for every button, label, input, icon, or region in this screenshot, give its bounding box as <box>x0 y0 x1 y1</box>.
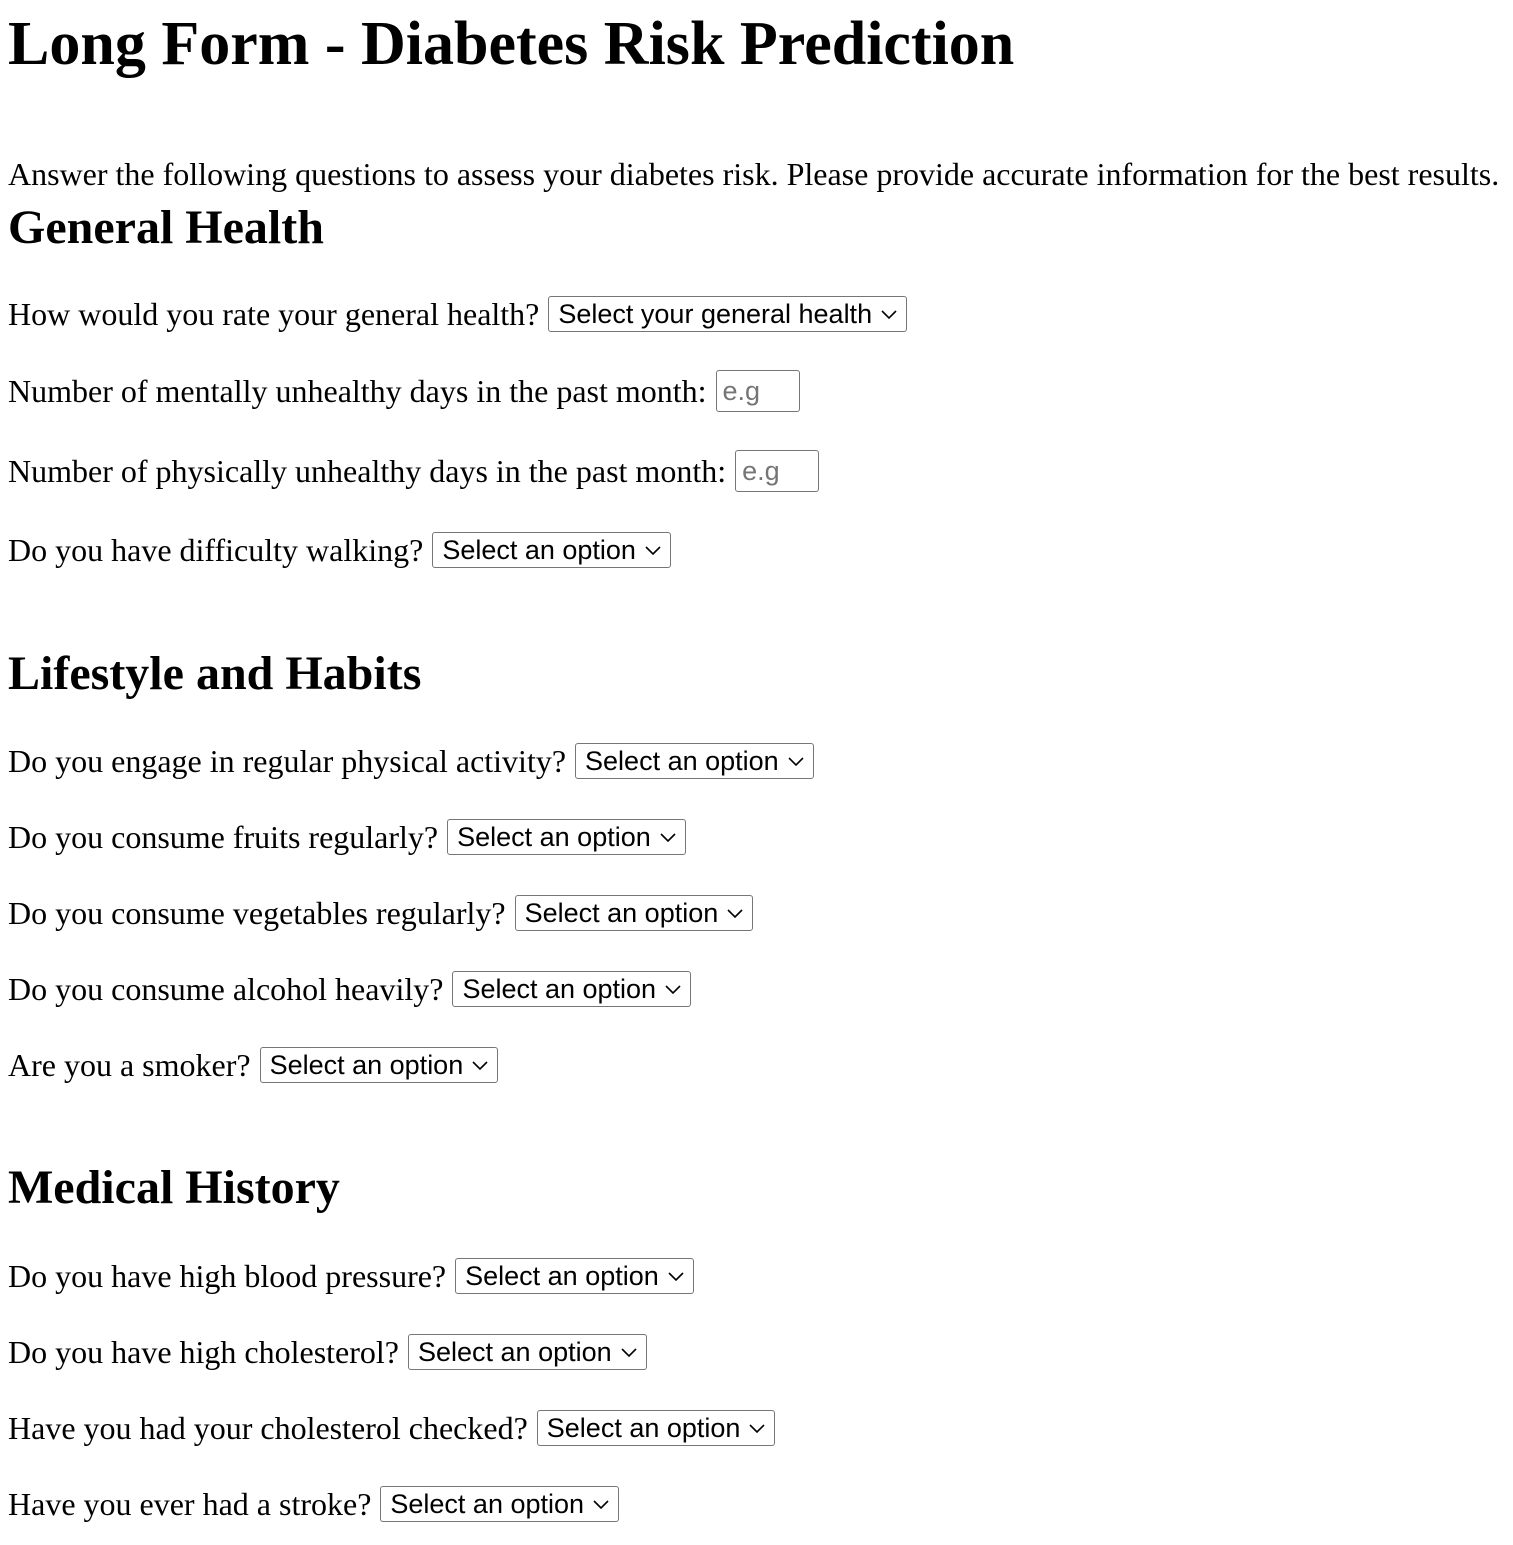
select-value: Select an option <box>585 745 779 776</box>
cholesterol-checked-select[interactable]: Select an option <box>536 1410 776 1446</box>
question-smoker: Are you a smoker? Select an option <box>8 1044 499 1086</box>
select-value: Select an option <box>546 1412 741 1443</box>
physical-activity-select[interactable]: Select an option <box>575 743 814 779</box>
question-high-cholesterol: Do you have high cholesterol? Select an … <box>8 1331 647 1373</box>
select-value: Select an option <box>390 1488 585 1519</box>
section-heading-medical-history: Medical History <box>8 1161 340 1214</box>
fruits-select[interactable]: Select an option <box>447 819 686 855</box>
high-cholesterol-select[interactable]: Select an option <box>408 1334 647 1370</box>
difficulty-walking-select[interactable]: Select an option <box>432 532 671 568</box>
chevron-down-icon <box>664 983 682 995</box>
question-vegetables: Do you consume vegetables regularly? Sel… <box>8 892 754 934</box>
section-heading-general-health: General Health <box>8 201 324 254</box>
select-value: Select an option <box>457 821 651 852</box>
intro-text: Answer the following questions to assess… <box>8 156 1500 192</box>
chevron-down-icon <box>748 1422 766 1434</box>
chevron-down-icon <box>644 544 662 556</box>
question-label: Do you have difficulty walking? <box>8 532 424 568</box>
chevron-down-icon <box>667 1270 685 1282</box>
stroke-select[interactable]: Select an option <box>380 1486 620 1522</box>
physically-unhealthy-days-input[interactable] <box>735 450 820 492</box>
question-label: Are you a smoker? <box>8 1047 251 1083</box>
chevron-down-icon <box>726 907 744 919</box>
page-title: Long Form - Diabetes Risk Prediction <box>8 10 1015 78</box>
question-label: Do you consume vegetables regularly? <box>8 895 506 931</box>
question-label: Do you consume fruits regularly? <box>8 819 439 855</box>
select-value: Select your general health <box>558 298 873 329</box>
question-blood-pressure: Do you have high blood pressure? Select … <box>8 1255 694 1297</box>
question-label: Do you consume alcohol heavily? <box>8 971 444 1007</box>
question-stroke: Have you ever had a stroke? Select an op… <box>8 1483 620 1525</box>
select-value: Select an option <box>465 1260 659 1291</box>
select-value: Select an option <box>418 1336 612 1367</box>
question-physical-activity: Do you engage in regular physical activi… <box>8 740 814 782</box>
question-fruits: Do you consume fruits regularly? Select … <box>8 816 686 858</box>
question-alcohol: Do you consume alcohol heavily? Select a… <box>8 968 692 1010</box>
vegetables-select[interactable]: Select an option <box>514 895 754 931</box>
chevron-down-icon <box>620 1346 638 1358</box>
section-heading-lifestyle: Lifestyle and Habits <box>8 647 422 700</box>
question-label: Do you engage in regular physical activi… <box>8 743 567 779</box>
question-label: Number of physically unhealthy days in t… <box>8 453 727 489</box>
question-cholesterol-checked: Have you had your cholesterol checked? S… <box>8 1407 776 1449</box>
question-difficulty-walking: Do you have difficulty walking? Select a… <box>8 529 671 571</box>
select-value: Select an option <box>269 1049 464 1080</box>
select-value: Select an option <box>462 973 657 1004</box>
select-value: Select an option <box>524 897 719 928</box>
question-label: Do you have high cholesterol? <box>8 1334 399 1370</box>
blood-pressure-select[interactable]: Select an option <box>455 1258 694 1294</box>
question-label: Number of mentally unhealthy days in the… <box>8 373 707 409</box>
select-value: Select an option <box>442 534 636 565</box>
mentally-unhealthy-days-input[interactable] <box>715 370 800 412</box>
question-label: Have you had your cholesterol checked? <box>8 1410 528 1446</box>
chevron-down-icon <box>471 1059 489 1071</box>
question-general-health: How would you rate your general health? … <box>8 293 908 335</box>
question-physically-unhealthy-days: Number of physically unhealthy days in t… <box>8 450 820 492</box>
chevron-down-icon <box>880 308 898 320</box>
question-label: Do you have high blood pressure? <box>8 1258 447 1294</box>
alcohol-select[interactable]: Select an option <box>452 971 692 1007</box>
general-health-select[interactable]: Select your general health <box>548 296 908 332</box>
question-label: Have you ever had a stroke? <box>8 1486 372 1522</box>
chevron-down-icon <box>787 755 805 767</box>
chevron-down-icon <box>659 831 677 843</box>
question-mentally-unhealthy-days: Number of mentally unhealthy days in the… <box>8 370 800 412</box>
smoker-select[interactable]: Select an option <box>259 1047 499 1083</box>
chevron-down-icon <box>592 1498 610 1510</box>
question-label: How would you rate your general health? <box>8 296 540 332</box>
